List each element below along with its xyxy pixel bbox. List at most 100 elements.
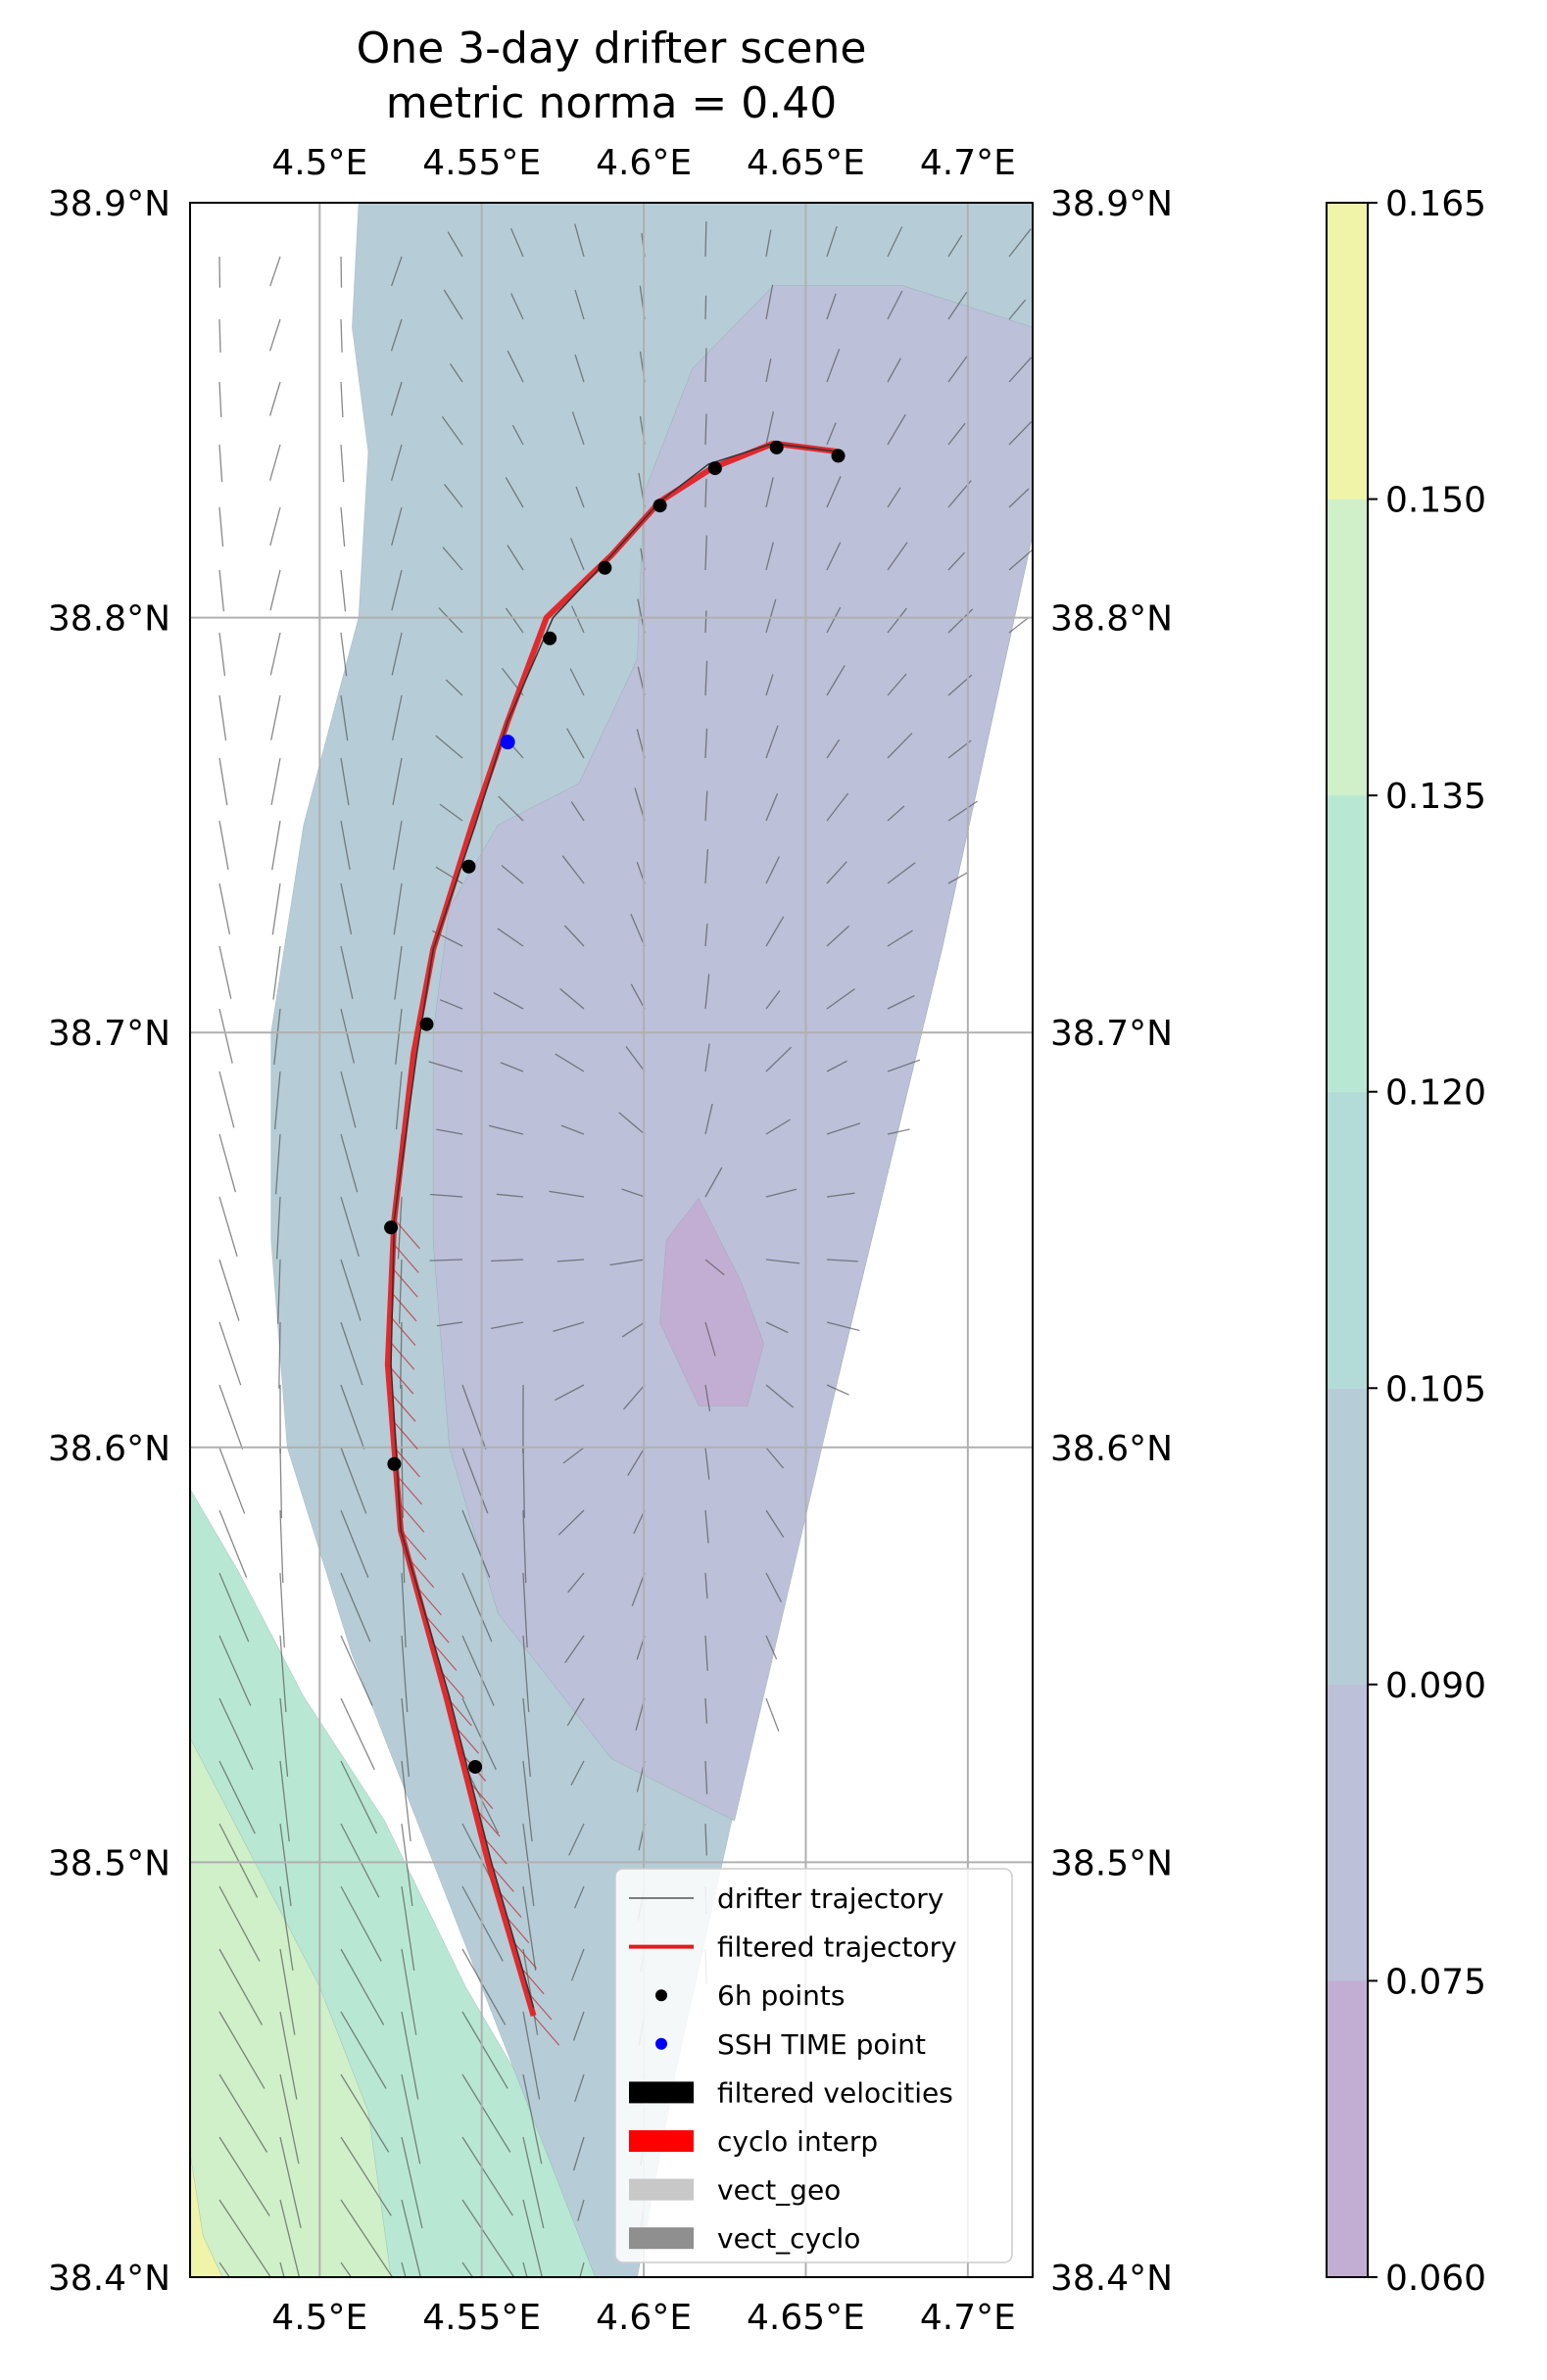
velocity-vector xyxy=(279,1948,296,2035)
velocity-vector xyxy=(507,350,524,383)
colorbar-segment xyxy=(1327,1091,1368,1389)
x-tick-label-bottom: 4.65°E xyxy=(747,2298,865,2338)
velocity-vector xyxy=(490,1321,524,1330)
velocity-vector xyxy=(218,1572,250,1642)
velocity-vector xyxy=(947,356,968,383)
y-tick-label-left: 38.6°N xyxy=(48,1429,170,1469)
velocity-vector xyxy=(443,483,463,508)
velocity-vector xyxy=(887,673,907,696)
velocity-vector xyxy=(218,2011,266,2089)
velocity-vector xyxy=(765,856,780,884)
velocity-vector xyxy=(704,790,708,822)
velocity-vector xyxy=(627,1447,646,1477)
velocity-vector xyxy=(765,792,779,822)
velocity-vector xyxy=(570,801,585,822)
velocity-vector xyxy=(279,1760,290,1842)
velocity-vector xyxy=(826,606,842,634)
velocity-vector xyxy=(340,256,343,288)
velocity-vector xyxy=(887,413,906,446)
velocity-vector xyxy=(218,1509,248,1579)
y-tick-label-left: 38.7°N xyxy=(48,1014,170,1054)
contour-region-3 xyxy=(190,2152,223,2277)
velocity-vector xyxy=(395,1071,403,1130)
cyclo-interp-vector xyxy=(533,2015,560,2046)
velocity-vector xyxy=(510,293,524,320)
velocity-vector xyxy=(887,1059,921,1072)
legend-swatch xyxy=(629,2178,694,2201)
velocity-vector xyxy=(704,221,707,258)
velocity-vector xyxy=(401,1572,407,1648)
velocity-vector xyxy=(887,995,915,1010)
six-hour-point xyxy=(598,560,612,575)
velocity-vector xyxy=(571,605,585,634)
chart-legend: drifter trajectory filtered trajectory 6h … xyxy=(614,1868,1013,2263)
velocity-vector xyxy=(549,1190,585,1198)
velocity-vector xyxy=(340,2011,387,2089)
velocity-vector xyxy=(765,1259,800,1264)
velocity-vector xyxy=(401,2011,419,2100)
velocity-vector xyxy=(765,1697,780,1732)
velocity-vector xyxy=(567,1572,585,1594)
velocity-vector xyxy=(826,1259,858,1262)
legend-swatch xyxy=(655,1989,667,2002)
velocity-vector xyxy=(704,610,707,634)
colorbar-tick-label: 0.060 xyxy=(1385,2259,1486,2299)
six-hour-point xyxy=(387,1456,402,1471)
velocity-vector xyxy=(428,1061,463,1072)
velocity-vector xyxy=(522,1635,530,1713)
velocity-vector xyxy=(522,1760,533,1842)
velocity-vector xyxy=(390,318,403,352)
y-tick-label-right: 38.5°N xyxy=(1050,1843,1173,1883)
velocity-vector xyxy=(826,1321,860,1332)
velocity-vector xyxy=(340,506,346,547)
velocity-vector xyxy=(559,988,585,1010)
velocity-vector xyxy=(218,820,229,871)
velocity-vector xyxy=(522,1948,539,2035)
velocity-vector xyxy=(430,1193,463,1198)
velocity-vector xyxy=(279,1447,283,1519)
velocity-vector xyxy=(887,487,901,508)
velocity-vector xyxy=(273,1008,281,1065)
velocity-vector xyxy=(568,1823,585,1856)
velocity-vector xyxy=(340,882,353,935)
velocity-vector xyxy=(947,551,965,571)
velocity-vector xyxy=(826,1384,849,1396)
legend-swatch xyxy=(629,2081,694,2104)
map-plot-area xyxy=(190,203,1033,2277)
velocity-vector xyxy=(765,542,774,571)
colorbar-segment xyxy=(1327,1388,1368,1685)
velocity-vector xyxy=(887,226,903,258)
velocity-vector xyxy=(340,694,349,741)
velocity-vector xyxy=(560,1124,585,1135)
velocity-vector xyxy=(704,1760,708,1794)
velocity-vector xyxy=(826,476,842,508)
velocity-vector xyxy=(435,866,463,884)
velocity-vector xyxy=(555,1384,585,1402)
velocity-vector xyxy=(218,1071,235,1128)
contour-region-6 xyxy=(659,1198,764,1406)
velocity-vector xyxy=(439,803,463,822)
velocity-vector xyxy=(826,665,846,696)
velocity-vector xyxy=(491,1259,524,1262)
six-hour-point xyxy=(543,631,557,645)
six-hour-point xyxy=(653,499,667,513)
velocity-vector xyxy=(340,318,343,353)
velocity-vector xyxy=(279,2136,302,2229)
velocity-vector xyxy=(218,1259,240,1321)
velocity-vector xyxy=(218,1948,264,2025)
velocity-vector xyxy=(218,1447,246,1514)
velocity-vector xyxy=(887,1128,910,1135)
velocity-vector xyxy=(461,1572,493,1642)
velocity-vector xyxy=(511,424,524,446)
velocity-vector xyxy=(218,632,226,677)
velocity-vector xyxy=(569,668,585,696)
y-tick-label-right: 38.9°N xyxy=(1050,184,1173,224)
velocity-vector xyxy=(274,1133,281,1195)
velocity-vector xyxy=(947,800,978,822)
velocity-vector xyxy=(279,1697,289,1778)
velocity-vector xyxy=(557,1509,585,1536)
cyclo-interp-vector xyxy=(389,1315,416,1347)
legend-box xyxy=(614,1868,1013,2263)
cyclo-interp-vector xyxy=(393,1218,420,1250)
velocity-vector xyxy=(390,381,403,416)
